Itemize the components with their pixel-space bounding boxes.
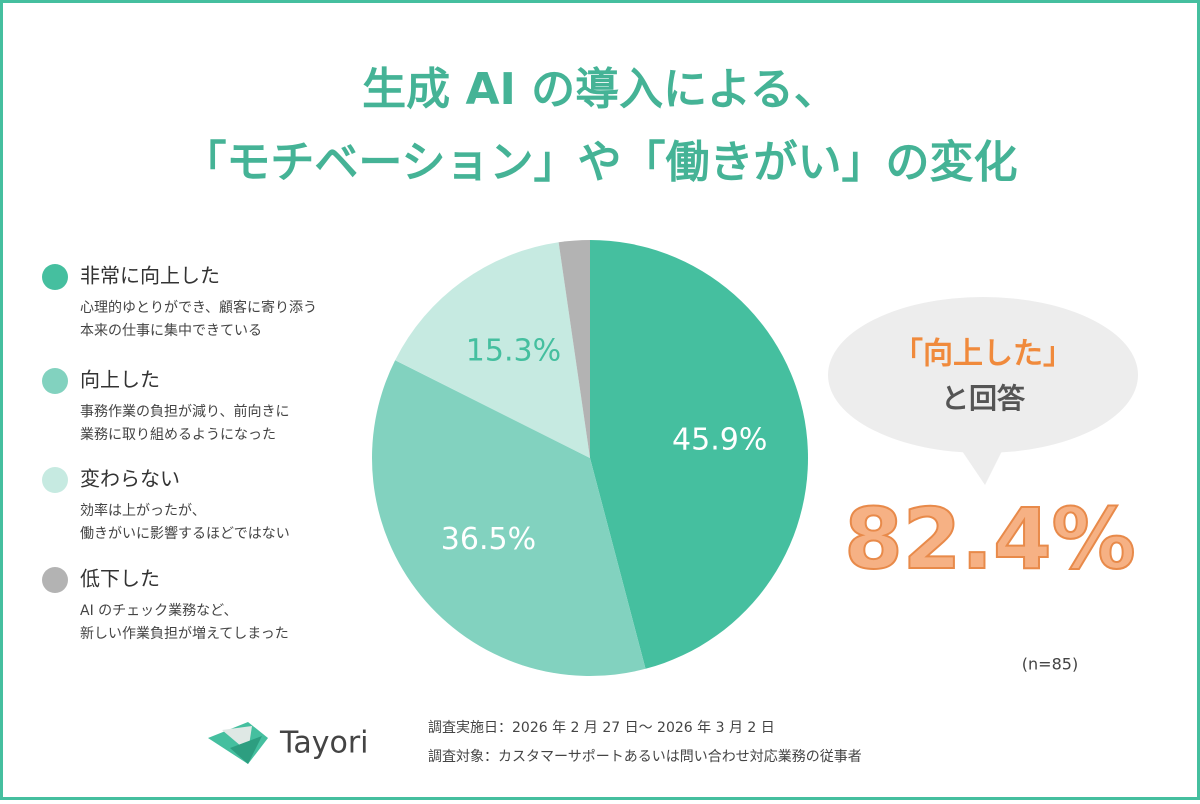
legend-label: 向上した xyxy=(80,368,160,392)
legend-swatch xyxy=(42,567,68,593)
legend-label: 非常に向上した xyxy=(80,264,220,288)
pie-slice xyxy=(558,240,590,458)
legend-description: 効率は上がったが、 xyxy=(80,502,206,519)
callout-value: 82.4% xyxy=(844,490,1135,588)
legend-description: 事務作業の負担が減り、前向きに xyxy=(80,403,289,420)
legend-description: 本来の仕事に集中できている xyxy=(80,322,262,339)
title-line: 「モチベーション」や「働きがい」の変化 xyxy=(182,137,1017,188)
legend-label: 低下した xyxy=(80,567,160,591)
logo-text: Tayori xyxy=(279,726,369,761)
legend-label: 変わらない xyxy=(80,467,180,491)
legend-swatch xyxy=(42,467,68,493)
pie-slice xyxy=(590,240,808,669)
sample-note: (n=85) xyxy=(1022,655,1078,674)
callout-highlight: 「向上した」 xyxy=(893,337,1073,372)
slice-label: 45.9% xyxy=(672,423,767,458)
title-line: 生成 AI の導入による、 xyxy=(362,64,838,115)
slice-label: 36.5% xyxy=(441,522,536,557)
legend-description: 新しい作業負担が増えてしまった xyxy=(80,626,289,642)
legend-swatch xyxy=(42,368,68,394)
legend: 非常に向上した心理的ゆとりができ、顧客に寄り添う本来の仕事に集中できている向上し… xyxy=(42,264,317,642)
legend-swatch xyxy=(42,264,68,290)
pie-slice xyxy=(395,242,590,458)
pie-chart: 45.9% 36.5% 15.3% xyxy=(372,240,808,676)
legend-description: 働きがいに影響するほどではない xyxy=(80,525,290,542)
pie-slice xyxy=(372,360,646,676)
callout-bubble xyxy=(828,297,1138,453)
survey-line: 調査実施日：2026 年 2 月 27 日〜 2026 年 3 月 2 日 xyxy=(428,720,775,736)
legend-description: 業務に取り組めるようになった xyxy=(80,427,276,443)
callout-text: と回答 xyxy=(941,382,1026,415)
legend-description: AI のチェック業務など、 xyxy=(80,603,237,619)
callout-tail xyxy=(958,445,1005,485)
logo-mark xyxy=(208,722,268,764)
legend-description: 心理的ゆとりができ、顧客に寄り添う xyxy=(80,299,317,316)
survey-line: 調査対象：カスタマーサポートあるいは問い合わせ対応業務の従事者 xyxy=(428,749,862,765)
slice-label: 15.3% xyxy=(466,333,561,368)
